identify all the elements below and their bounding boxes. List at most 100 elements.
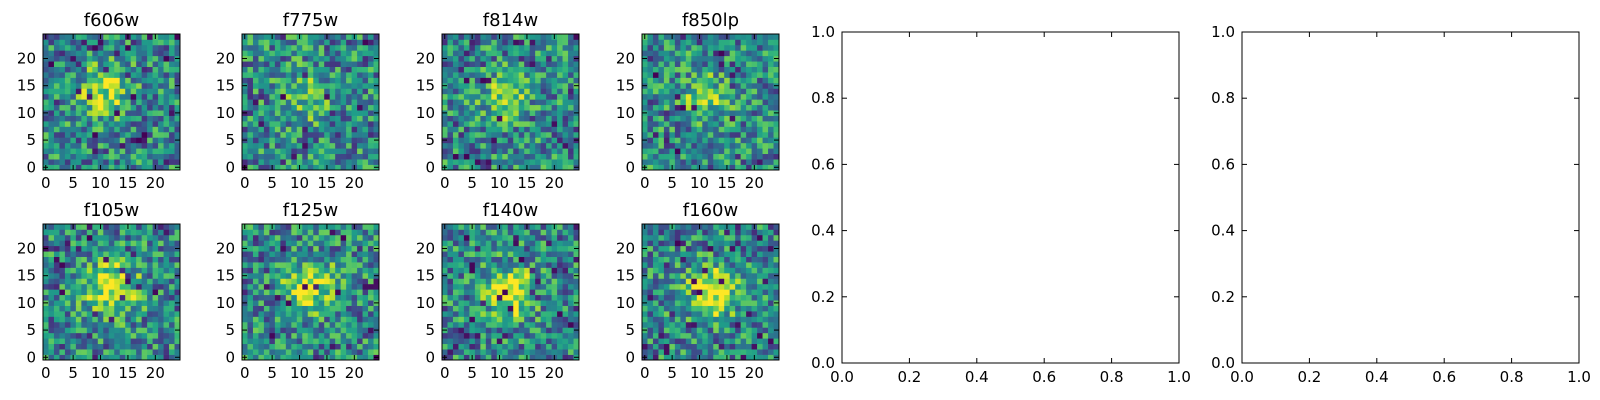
heatmap-cell xyxy=(269,121,276,127)
heatmap-cell xyxy=(92,77,99,84)
heatmap-cell xyxy=(59,61,66,67)
heatmap-cell xyxy=(568,44,574,51)
heatmap-cell xyxy=(64,321,71,328)
heatmap-cell xyxy=(674,300,681,306)
heatmap-cell xyxy=(158,262,164,268)
heatmap-cell xyxy=(452,278,459,285)
heatmap-cell xyxy=(518,338,525,345)
heatmap-cell xyxy=(346,343,352,350)
heatmap-cell xyxy=(169,327,175,334)
heatmap-cell xyxy=(335,305,341,312)
heatmap-cell xyxy=(652,294,659,301)
heatmap-cell xyxy=(513,82,520,89)
heatmap-cell xyxy=(258,283,265,290)
heatmap-cell xyxy=(53,354,60,361)
heatmap-cell xyxy=(702,338,709,345)
heatmap-cell xyxy=(291,164,298,171)
heatmap-cell xyxy=(86,88,93,95)
x-tick-label: 20 xyxy=(745,174,764,192)
heatmap-cell xyxy=(119,115,126,122)
heatmap-cell xyxy=(136,245,142,252)
heatmap-cell xyxy=(568,234,574,241)
heatmap-cell xyxy=(562,72,569,78)
heatmap-cell xyxy=(263,321,270,328)
heatmap-cell xyxy=(647,305,654,312)
heatmap-cell xyxy=(48,72,55,78)
heatmap-cell xyxy=(296,82,303,89)
heatmap-cell xyxy=(108,66,115,73)
heatmap-cell xyxy=(340,88,347,95)
y-tick-label: 0 xyxy=(425,348,435,366)
heatmap-cell xyxy=(518,93,525,100)
heatmap-cell xyxy=(663,104,670,111)
heatmap-cell xyxy=(136,99,142,106)
heatmap-cell xyxy=(362,142,369,149)
heatmap-cell xyxy=(318,283,325,290)
heatmap-cell xyxy=(442,44,448,51)
heatmap-cell xyxy=(546,321,552,328)
heatmap-cell xyxy=(119,137,126,144)
heatmap-cell xyxy=(768,110,774,116)
heatmap-cell xyxy=(43,93,49,100)
heatmap-cell xyxy=(324,142,331,149)
heatmap-cell xyxy=(163,77,170,84)
heatmap-cell xyxy=(169,131,175,138)
heatmap-cell xyxy=(551,39,558,46)
heatmap-cell xyxy=(513,99,520,106)
heatmap-cell xyxy=(568,126,574,133)
heatmap-cell xyxy=(447,77,454,84)
heatmap-cell xyxy=(702,316,709,323)
heatmap-cell xyxy=(740,131,747,138)
heatmap-cell xyxy=(485,148,492,155)
heatmap-cell xyxy=(274,153,281,160)
heatmap-cell xyxy=(247,245,254,252)
heatmap-cell xyxy=(540,104,547,111)
heatmap-cell xyxy=(103,321,110,328)
heatmap-cell xyxy=(535,245,541,252)
heatmap-cell xyxy=(357,224,363,230)
heatmap-cell xyxy=(469,104,476,111)
heatmap-cell xyxy=(48,251,55,257)
heatmap-cell xyxy=(318,82,325,89)
heatmap-cell xyxy=(141,82,148,89)
heatmap-cell xyxy=(463,66,470,73)
heatmap-cell xyxy=(48,267,55,274)
heatmap-cell xyxy=(48,321,55,328)
heatmap-cell xyxy=(658,110,665,116)
heatmap-cell xyxy=(707,321,714,328)
heatmap-cell xyxy=(64,34,71,40)
heatmap-cell xyxy=(335,311,341,317)
y-tick-label: 0.8 xyxy=(1211,89,1235,107)
heatmap-cell xyxy=(724,142,731,149)
heatmap-cell xyxy=(529,126,536,133)
heatmap-cell xyxy=(296,99,303,106)
heatmap-cell xyxy=(562,159,569,165)
heatmap-cell xyxy=(247,121,254,127)
heatmap-cell xyxy=(368,272,374,279)
heatmap-cell xyxy=(274,343,281,350)
heatmap-cell xyxy=(163,39,170,46)
heatmap-cell xyxy=(724,327,731,334)
heatmap-cell xyxy=(152,104,159,111)
heatmap-cell xyxy=(103,305,110,312)
heatmap-cell xyxy=(48,55,55,62)
heatmap-cell xyxy=(346,44,352,51)
heatmap-cell xyxy=(746,164,752,171)
heatmap-cell xyxy=(757,164,763,171)
heatmap-cell xyxy=(302,349,309,355)
heatmap-cell xyxy=(757,44,763,51)
heatmap-cell xyxy=(469,267,476,274)
heatmap-cell xyxy=(169,104,175,111)
heatmap-cell xyxy=(513,115,520,122)
heatmap-cell xyxy=(43,77,49,84)
heatmap-cell xyxy=(573,61,580,67)
heatmap-cell xyxy=(518,349,525,355)
heatmap-cell xyxy=(691,164,698,171)
heatmap-cell xyxy=(362,82,369,89)
heatmap-cell xyxy=(474,316,481,323)
heatmap-cell xyxy=(535,148,541,155)
heatmap-cell xyxy=(119,245,126,252)
heatmap-cell xyxy=(463,267,470,274)
heatmap-cell xyxy=(59,137,66,144)
heatmap-cell xyxy=(53,229,60,236)
